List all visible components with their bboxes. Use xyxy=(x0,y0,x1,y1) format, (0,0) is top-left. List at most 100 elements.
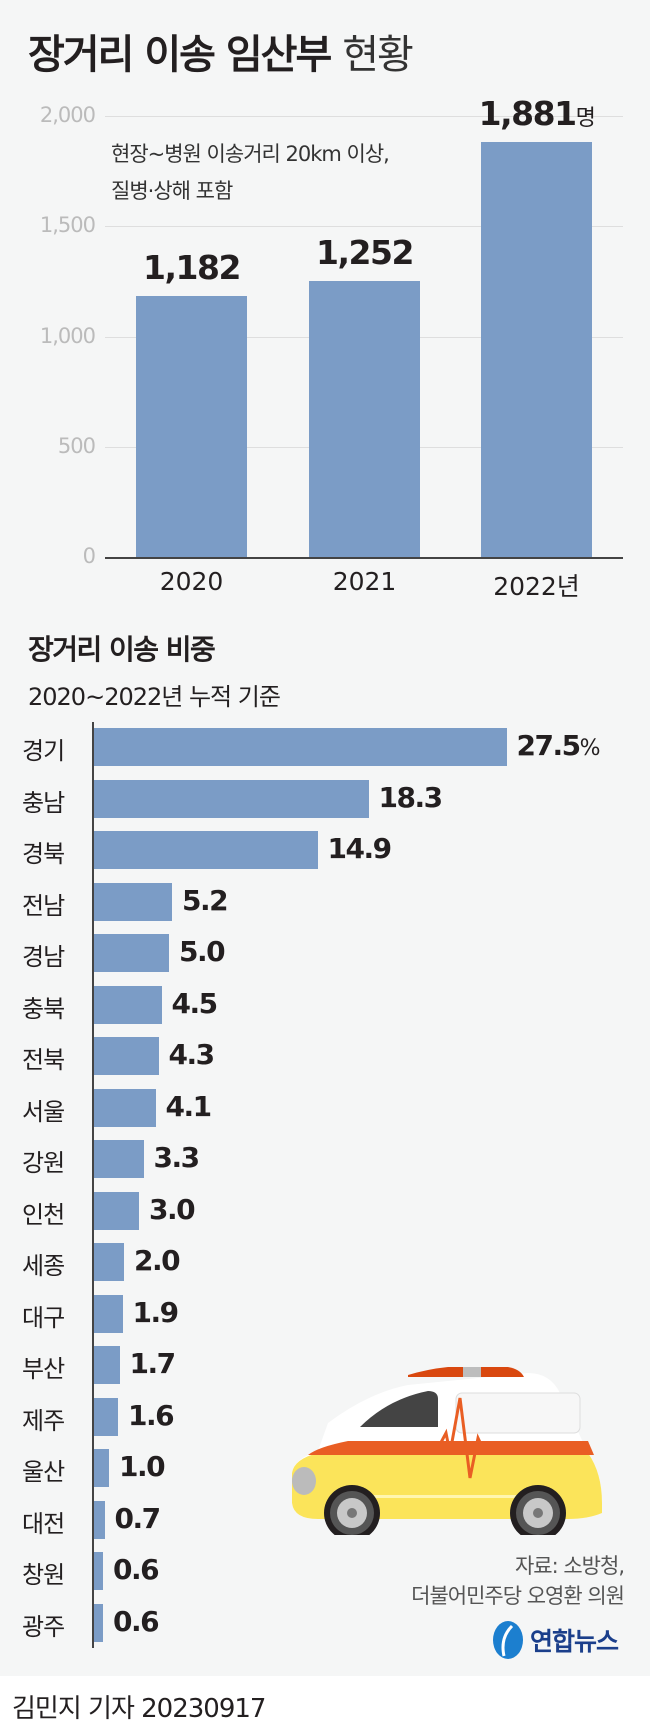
value-text: 1.7 xyxy=(129,1347,177,1380)
category-label: 서울 xyxy=(22,1097,65,1126)
category-label: 전북 xyxy=(22,1046,65,1074)
bar-제주 xyxy=(94,1397,118,1436)
category-label: 대구 xyxy=(22,1303,65,1332)
bar-2020 xyxy=(136,296,247,557)
category-label: 강원 xyxy=(22,1149,65,1177)
category-label: 광주 xyxy=(22,1612,65,1641)
bar-서울 xyxy=(94,1088,156,1127)
bar-value-label: 4.3 xyxy=(168,1038,216,1071)
yonhap-logo-text: 연합뉴스 xyxy=(530,1627,619,1656)
bar-2022년 xyxy=(481,142,592,557)
chart-note-line1: 현장~병원 이송거리 20km 이상, xyxy=(111,142,390,166)
yonhap-logo: 연합뉴스 xyxy=(490,1618,619,1662)
page-title: 장거리 이송 임산부 현황 xyxy=(28,22,414,80)
category-label: 인천 xyxy=(22,1200,65,1229)
category-label: 전남 xyxy=(22,891,65,920)
x-tick-label: 2022년 xyxy=(493,572,580,601)
bar-부산 xyxy=(94,1346,120,1384)
value-text: 4.5 xyxy=(171,986,219,1020)
bar-울산 xyxy=(94,1449,109,1487)
bar-value-label: 0.6 xyxy=(113,1553,160,1586)
bar-value-label: 4.5 xyxy=(171,986,219,1020)
value-text: 18.3 xyxy=(378,780,444,814)
value-text: 0.7 xyxy=(114,1501,162,1535)
value-text: 1.9 xyxy=(132,1295,180,1329)
bar-value-label: 4.1 xyxy=(165,1089,213,1123)
unit-label: % xyxy=(579,736,601,761)
category-label: 경기 xyxy=(22,737,65,765)
bar-value-label: 1.0 xyxy=(119,1450,166,1483)
x-tick-label: 2021 xyxy=(332,567,397,596)
bar-value-label: 27.5% xyxy=(516,729,601,762)
x-axis-line xyxy=(105,557,623,559)
title-light: 현황 xyxy=(342,32,414,78)
bar-value-label: 5.0 xyxy=(179,935,226,968)
y-tick-label: 1,500 xyxy=(39,213,96,238)
bar-value-label: 0.7 xyxy=(114,1501,162,1535)
value-text: 1.6 xyxy=(128,1398,175,1432)
bar-value-label: 1,252 xyxy=(269,233,460,272)
bar-대구 xyxy=(94,1294,123,1333)
value-text: 3.0 xyxy=(149,1192,196,1226)
bar-value-label: 3.3 xyxy=(153,1141,201,1174)
bar-인천 xyxy=(94,1191,139,1230)
bar-세종 xyxy=(94,1243,124,1281)
value-text: 14.9 xyxy=(327,832,393,865)
bar-value-label: 2.0 xyxy=(134,1244,181,1277)
gridline xyxy=(105,116,623,117)
bar-value-label: 14.9 xyxy=(327,832,393,865)
bar-전북 xyxy=(94,1037,159,1075)
bar-창원 xyxy=(94,1552,103,1590)
category-label: 충남 xyxy=(22,788,65,817)
y-tick-label: 2,000 xyxy=(39,103,96,127)
y-tick-label: 500 xyxy=(57,433,96,458)
bar-value-label: 0.6 xyxy=(113,1604,160,1638)
category-label: 부산 xyxy=(22,1355,65,1383)
bar-강원 xyxy=(94,1140,144,1178)
bar-충남 xyxy=(94,779,369,818)
bar-경남 xyxy=(94,934,169,972)
value-text: 5.2 xyxy=(182,883,229,917)
value-text: 0.6 xyxy=(113,1553,160,1586)
bar-value-label: 3.0 xyxy=(149,1192,196,1226)
category-label: 경남 xyxy=(22,943,65,971)
category-label: 울산 xyxy=(22,1458,65,1486)
bar-대전 xyxy=(94,1500,105,1539)
ambulance-illustration xyxy=(292,1367,602,1535)
source-line2: 더불어민주당 오영환 의원 xyxy=(411,1584,625,1608)
chart-note-line2: 질병·상해 포함 xyxy=(111,179,233,203)
value-text: 1,252 xyxy=(316,232,414,272)
category-label: 대전 xyxy=(22,1509,65,1538)
section-subtitle: 2020~2022년 누적 기준 xyxy=(28,683,281,711)
value-text: 2.0 xyxy=(134,1244,181,1277)
bar-경북 xyxy=(94,831,318,869)
value-text: 4.1 xyxy=(165,1089,213,1123)
title-bold: 장거리 이송 임산부 xyxy=(28,32,332,78)
bar-2021 xyxy=(309,280,420,557)
gridline xyxy=(105,226,623,228)
bar-value-label: 1,881명 xyxy=(441,94,632,133)
bar-광주 xyxy=(94,1603,103,1642)
y-tick-label: 0 xyxy=(82,544,96,568)
bar-value-label: 1.7 xyxy=(129,1347,177,1380)
y-axis-line xyxy=(92,722,94,1648)
value-text: 5.0 xyxy=(179,935,226,968)
source-line1: 자료: 소방청, xyxy=(514,1554,625,1578)
value-text: 0.6 xyxy=(113,1604,160,1638)
bar-value-label: 18.3 xyxy=(378,780,444,814)
bar-value-label: 1,182 xyxy=(96,248,287,287)
category-label: 충북 xyxy=(22,994,65,1023)
bar-전남 xyxy=(94,882,172,921)
section-title: 장거리 이송 비중 xyxy=(28,633,216,666)
bar-value-label: 1.9 xyxy=(132,1295,180,1329)
value-text: 4.3 xyxy=(168,1038,216,1071)
yonhap-logo-icon xyxy=(493,1621,523,1659)
unit-label: 명 xyxy=(575,106,596,132)
value-text: 27.5 xyxy=(516,729,582,762)
value-text: 3.3 xyxy=(153,1141,201,1174)
bar-value-label: 1.6 xyxy=(128,1398,175,1432)
x-tick-label: 2020 xyxy=(159,567,224,596)
value-text: 1.0 xyxy=(119,1450,166,1483)
category-label: 경북 xyxy=(22,840,65,868)
byline: 김민지 기자 20230917 xyxy=(12,1694,266,1724)
